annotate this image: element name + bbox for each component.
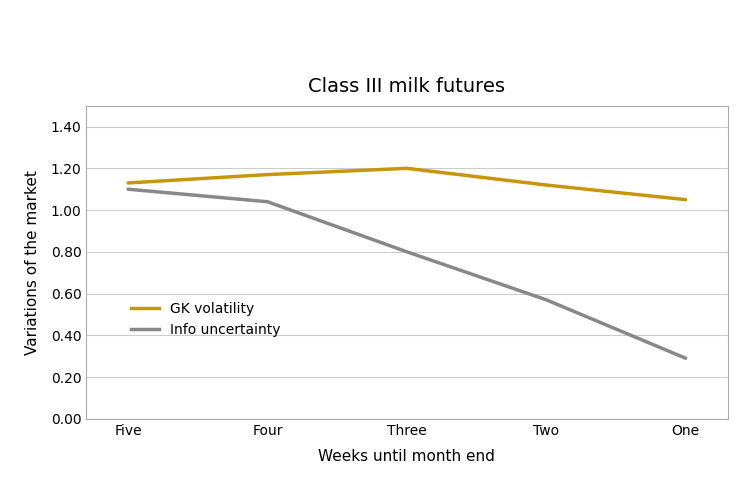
Y-axis label: Variations of the market: Variations of the market — [25, 170, 40, 355]
Text: Price volatility diminishes as contracts near maturity: Price volatility diminishes as contracts… — [106, 19, 644, 36]
Legend: GK volatility, Info uncertainty: GK volatility, Info uncertainty — [125, 297, 286, 343]
X-axis label: Weeks until month end: Weeks until month end — [319, 449, 495, 464]
Title: Class III milk futures: Class III milk futures — [308, 77, 506, 96]
